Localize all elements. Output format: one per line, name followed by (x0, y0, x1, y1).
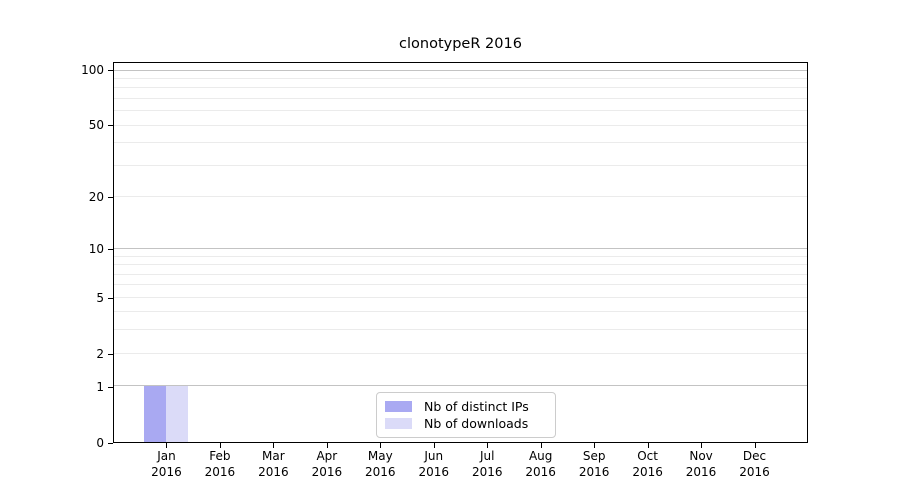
x-tick-jun (433, 443, 435, 448)
x-tick-year: 2016 (311, 465, 343, 479)
y-tick-label-1: 1 (96, 379, 104, 394)
x-tick-year: 2016 (258, 465, 289, 479)
x-tick-label-apr: Apr 2016 (295, 448, 359, 480)
x-tick-label-dec: Dec 2016 (723, 448, 787, 480)
x-tick-label-nov: Nov 2016 (669, 448, 733, 480)
y-tick-5 (108, 298, 113, 300)
y-tick-1 (108, 386, 113, 388)
gridline-y-90 (114, 78, 807, 79)
x-tick-year: 2016 (685, 465, 717, 479)
chart-title: clonotypeR 2016 (399, 36, 522, 52)
x-tick-month: Feb (209, 449, 231, 463)
y-tick-100 (108, 69, 113, 71)
legend-item-nb-of-downloads: Nb of downloads (385, 415, 549, 432)
x-tick-year: 2016 (418, 465, 450, 479)
gridline-y-5 (114, 296, 807, 298)
gridline-y-10 (114, 248, 807, 250)
y-tick-20 (108, 196, 113, 198)
x-tick-label-mar: Mar 2016 (241, 448, 305, 480)
x-tick-label-sep: Sep 2016 (562, 448, 626, 480)
x-tick-label-may: May 2016 (348, 448, 412, 480)
gridline-y-2 (114, 352, 807, 354)
gridline-y-9 (114, 255, 807, 257)
x-tick-month: Sep (582, 449, 606, 463)
y-tick-label-0: 0 (96, 436, 104, 450)
x-tick-year: 2016 (578, 465, 610, 479)
bar-nb-of-downloads-jan (166, 386, 189, 442)
x-tick-dec (754, 443, 756, 448)
plot-area (113, 62, 808, 443)
y-tick-label-2: 2 (96, 347, 104, 362)
x-tick-year: 2016 (632, 465, 663, 479)
x-tick-month: Jan (157, 449, 176, 463)
y-tick-10 (108, 249, 113, 250)
gridline-y-70 (114, 97, 807, 99)
x-tick-month: Mar (262, 449, 285, 463)
legend-item-nb-of-distinct-ips: Nb of distinct IPs (385, 398, 549, 415)
bar-nb-of-distinct-ips-jan (144, 386, 167, 442)
gridline-y-1 (114, 385, 807, 387)
gridline-y-80 (114, 87, 807, 89)
gridline-y-3 (114, 329, 807, 331)
x-tick-year: 2016 (471, 465, 503, 479)
x-tick-jan (166, 443, 168, 448)
x-tick-label-jan: Jan 2016 (134, 448, 198, 480)
x-tick-mar (273, 443, 275, 448)
legend: Nb of distinct IPs Nb of downloads (376, 392, 556, 438)
y-tick-0 (108, 443, 113, 444)
x-tick-month: Aug (528, 449, 553, 463)
x-tick-sep (594, 443, 596, 448)
x-tick-apr (326, 443, 328, 448)
y-tick-label-50: 50 (88, 117, 104, 132)
gridline-y-60 (114, 110, 807, 112)
y-tick-label-20: 20 (88, 189, 104, 204)
gridline-y-30 (114, 164, 807, 166)
y-tick-label-100: 100 (81, 62, 104, 77)
x-tick-nov (701, 443, 703, 448)
x-tick-label-feb: Feb 2016 (188, 448, 252, 480)
x-tick-may (380, 443, 382, 448)
x-tick-jul (487, 443, 489, 448)
x-tick-oct (647, 443, 649, 448)
gridline-y-20 (114, 196, 807, 197)
legend-label-nb-of-downloads: Nb of downloads (424, 416, 529, 431)
x-tick-year: 2016 (739, 465, 770, 479)
x-tick-month: Jun (424, 449, 444, 463)
x-tick-month: Dec (742, 449, 767, 463)
x-tick-month: May (367, 449, 393, 463)
y-tick-label-5: 5 (96, 291, 104, 306)
gridline-y-6 (114, 284, 807, 286)
x-tick-feb (219, 443, 221, 448)
x-tick-year: 2016 (365, 465, 396, 479)
x-tick-month: Oct (637, 449, 658, 463)
gridline-y-50 (114, 124, 807, 126)
x-tick-month: Apr (316, 449, 338, 463)
gridline-y-100 (114, 69, 807, 71)
x-tick-year: 2016 (151, 465, 182, 479)
x-tick-label-jul: Jul 2016 (455, 448, 519, 480)
legend-swatch-nb-of-downloads (385, 418, 412, 429)
x-tick-label-aug: Aug 2016 (509, 448, 573, 480)
y-tick-label-10: 10 (88, 242, 104, 256)
legend-swatch-nb-of-distinct-ips (385, 401, 412, 412)
x-tick-year: 2016 (204, 465, 236, 479)
y-tick-50 (108, 124, 113, 126)
x-tick-year: 2016 (525, 465, 556, 479)
x-tick-label-jun: Jun 2016 (402, 448, 466, 480)
x-tick-month: Nov (689, 449, 713, 463)
gridline-y-4 (114, 311, 807, 313)
gridline-y-8 (114, 264, 807, 266)
gridline-y-40 (114, 142, 807, 144)
gridline-y-7 (114, 273, 807, 275)
x-tick-aug (540, 443, 542, 448)
legend-label-nb-of-distinct-ips: Nb of distinct IPs (424, 399, 529, 414)
y-tick-2 (108, 354, 113, 356)
x-tick-month: Jul (479, 449, 495, 463)
x-tick-label-oct: Oct 2016 (616, 448, 680, 480)
